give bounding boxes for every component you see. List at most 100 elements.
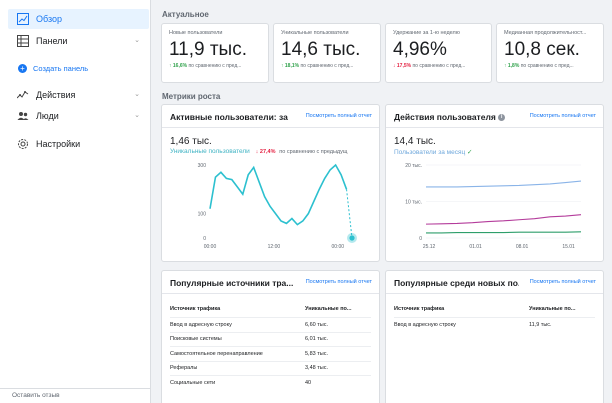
y-tick-label: 0 — [203, 236, 206, 242]
sidebar-item-label: Обзор — [36, 14, 62, 24]
x-tick-label: 15.01 — [562, 244, 575, 250]
column-header[interactable]: Источник трафика — [170, 306, 221, 312]
table-row: Ввод в адресную строку 6,60 тыс. — [170, 318, 371, 333]
table-header: Источник трафика Уникальные по... — [170, 301, 371, 318]
plus-icon: + — [18, 63, 27, 73]
table-row: Самостоятельное перенаправление 5,83 тыс. — [170, 347, 371, 362]
create-dashboard-button[interactable]: + Создать панель — [8, 58, 150, 78]
feedback-link[interactable]: Оставить отзыв — [12, 392, 60, 399]
metric-value: 1,46 тыс. — [170, 136, 212, 147]
panel-title: Активные пользователи: за ... — [170, 112, 290, 122]
series-line-purple — [425, 214, 582, 225]
sidebar-item-label: Панели — [36, 36, 68, 46]
stat-card-new-users[interactable]: Новые пользователи 11,9 тыс. ↑ 16,6% по … — [161, 23, 269, 83]
delta-note: по сравнению с предыдущ — [279, 149, 348, 155]
new-users-table: Источник трафика Уникальные по... Ввод в… — [394, 301, 595, 332]
divider — [386, 293, 603, 294]
chevron-down-icon[interactable]: ⌄ — [134, 91, 140, 98]
divider — [162, 127, 379, 128]
stat-label: Медианная продолжительност... — [504, 30, 587, 36]
divider — [162, 293, 379, 294]
stat-delta: ↑ 18,1% по сравнению с пред... — [281, 63, 373, 69]
chevron-down-icon[interactable]: ⌄ — [134, 112, 140, 119]
sidebar-item-label: Настройки — [36, 139, 81, 149]
table-cell: 6,01 тыс. — [305, 336, 328, 343]
table-cell: 3,48 тыс. — [305, 365, 328, 372]
delta-value: ↑ 1,8% — [504, 63, 520, 69]
section-title-growth: Метрики роста — [162, 92, 221, 101]
sidebar-item-settings[interactable]: Настройки — [8, 134, 150, 154]
y-tick-label: 300 — [198, 163, 207, 169]
sidebar-item-dashboards[interactable]: Панели ⌄ — [8, 31, 150, 51]
column-header[interactable]: Уникальные по... — [529, 306, 576, 312]
x-tick-label: 12:00 — [268, 244, 281, 250]
user-actions-panel: Действия пользователя i Посмотреть полны… — [385, 104, 604, 262]
stat-value: 11,9 тыс. — [169, 39, 247, 60]
y-tick-label: 10 тыс. — [405, 200, 422, 206]
line-chart-icon — [16, 12, 30, 26]
column-header[interactable]: Уникальные по... — [305, 306, 352, 312]
stat-delta: ↑ 1,8% по сравнению с пред... — [504, 63, 596, 69]
table-cell: Рефералы — [170, 365, 198, 372]
stat-card-retention[interactable]: Удержание за 1-ю неделю 4,96% ↓ 17,5% по… — [385, 23, 492, 83]
table-header: Источник трафика Уникальные по... — [394, 301, 595, 318]
panel-title-text: Действия пользователя — [394, 112, 496, 122]
sidebar-item-people[interactable]: Люди ⌄ — [8, 106, 150, 126]
full-report-link[interactable]: Посмотреть полный отчет — [529, 113, 596, 119]
x-tick-label: 00:00 — [332, 244, 345, 250]
new-users-sources-panel: Популярные среди новых по... Посмотреть … — [385, 270, 604, 403]
divider — [386, 127, 603, 128]
delta-value: ↓ 27,4% — [255, 149, 276, 155]
current-point-marker — [349, 235, 355, 241]
active-users-chart: 300 100 0 00:00 12:00 00:00 — [198, 163, 357, 250]
delta-note: по сравнению с пред... — [188, 63, 242, 69]
delta-value: ↑ 18,1% — [281, 63, 300, 69]
delta-value: ↑ 16,6% — [169, 63, 188, 69]
stat-value: 14,6 тыс. — [281, 39, 361, 60]
table-row: Социальные сети 40 — [170, 376, 371, 390]
column-header[interactable]: Источник трафика — [394, 306, 445, 312]
table-cell: 11,9 тыс. — [529, 321, 552, 328]
full-report-link[interactable]: Посмотреть полный отчет — [305, 113, 372, 119]
divider — [0, 388, 150, 389]
sidebar-item-label: Действия — [36, 90, 76, 100]
traffic-sources-panel: Популярные источники тра... Посмотреть п… — [161, 270, 380, 403]
people-icon — [16, 109, 30, 123]
table-cell: Ввод в адресную строку — [394, 321, 456, 328]
delta-value: ↓ 17,5% — [393, 63, 412, 69]
sidebar-item-overview[interactable]: Обзор — [8, 9, 149, 29]
table-row: Поисковые системы 6,01 тыс. — [170, 333, 371, 347]
traffic-table: Источник трафика Уникальные по... Ввод в… — [170, 301, 371, 390]
delta-note: по сравнению с пред... — [520, 63, 574, 69]
active-users-panel: Активные пользователи: за ... Посмотреть… — [161, 104, 380, 262]
stat-label: Удержание за 1-ю неделю — [393, 30, 460, 36]
series-line-green — [426, 231, 582, 234]
x-tick-label: 08.01 — [516, 244, 529, 250]
user-actions-chart: 20 тыс. 10 тыс. 025.12 01.01 08.01 15.01 — [405, 163, 582, 250]
section-title-overview: Актуальное — [162, 10, 209, 19]
table-row: Ввод в адресную строку 11,9 тыс. — [394, 318, 595, 332]
gear-icon — [16, 137, 30, 151]
y-tick-label: 20 тыс. — [405, 163, 422, 169]
info-icon[interactable]: i — [498, 114, 506, 122]
stat-card-median-duration[interactable]: Медианная продолжительност... 10,8 сек. … — [496, 23, 604, 83]
chevron-down-icon[interactable]: ⌄ — [134, 37, 140, 44]
series-line — [209, 163, 348, 226]
sidebar-item-label: Создать панель — [33, 63, 89, 73]
series-label: Пользователи за месяц ✓ — [394, 148, 472, 156]
x-tick-label: 25.12 — [423, 244, 436, 250]
table-cell: Самостоятельное перенаправление — [170, 350, 263, 357]
table-cell: Социальные сети — [170, 379, 216, 386]
stat-delta: ↑ 16,6% по сравнению с пред... — [169, 63, 261, 69]
stat-label: Уникальные пользователи — [281, 30, 349, 36]
series-name: Пользователи за месяц — [394, 149, 466, 156]
stat-card-unique-users[interactable]: Уникальные пользователи 14,6 тыс. ↑ 18,1… — [273, 23, 381, 83]
sidebar-item-actions[interactable]: Действия ⌄ — [8, 85, 150, 105]
full-report-link[interactable]: Посмотреть полный отчет — [529, 279, 596, 285]
series-line-monthly-users — [426, 180, 582, 188]
table-row: Рефералы 3,48 тыс. — [170, 362, 371, 376]
series-label: Уникальные пользователи ↓ 27,4% по сравн… — [170, 148, 347, 155]
table-cell: 6,60 тыс. — [305, 321, 328, 328]
metric-value: 14,4 тыс. — [394, 136, 436, 147]
full-report-link[interactable]: Посмотреть полный отчет — [305, 279, 372, 285]
